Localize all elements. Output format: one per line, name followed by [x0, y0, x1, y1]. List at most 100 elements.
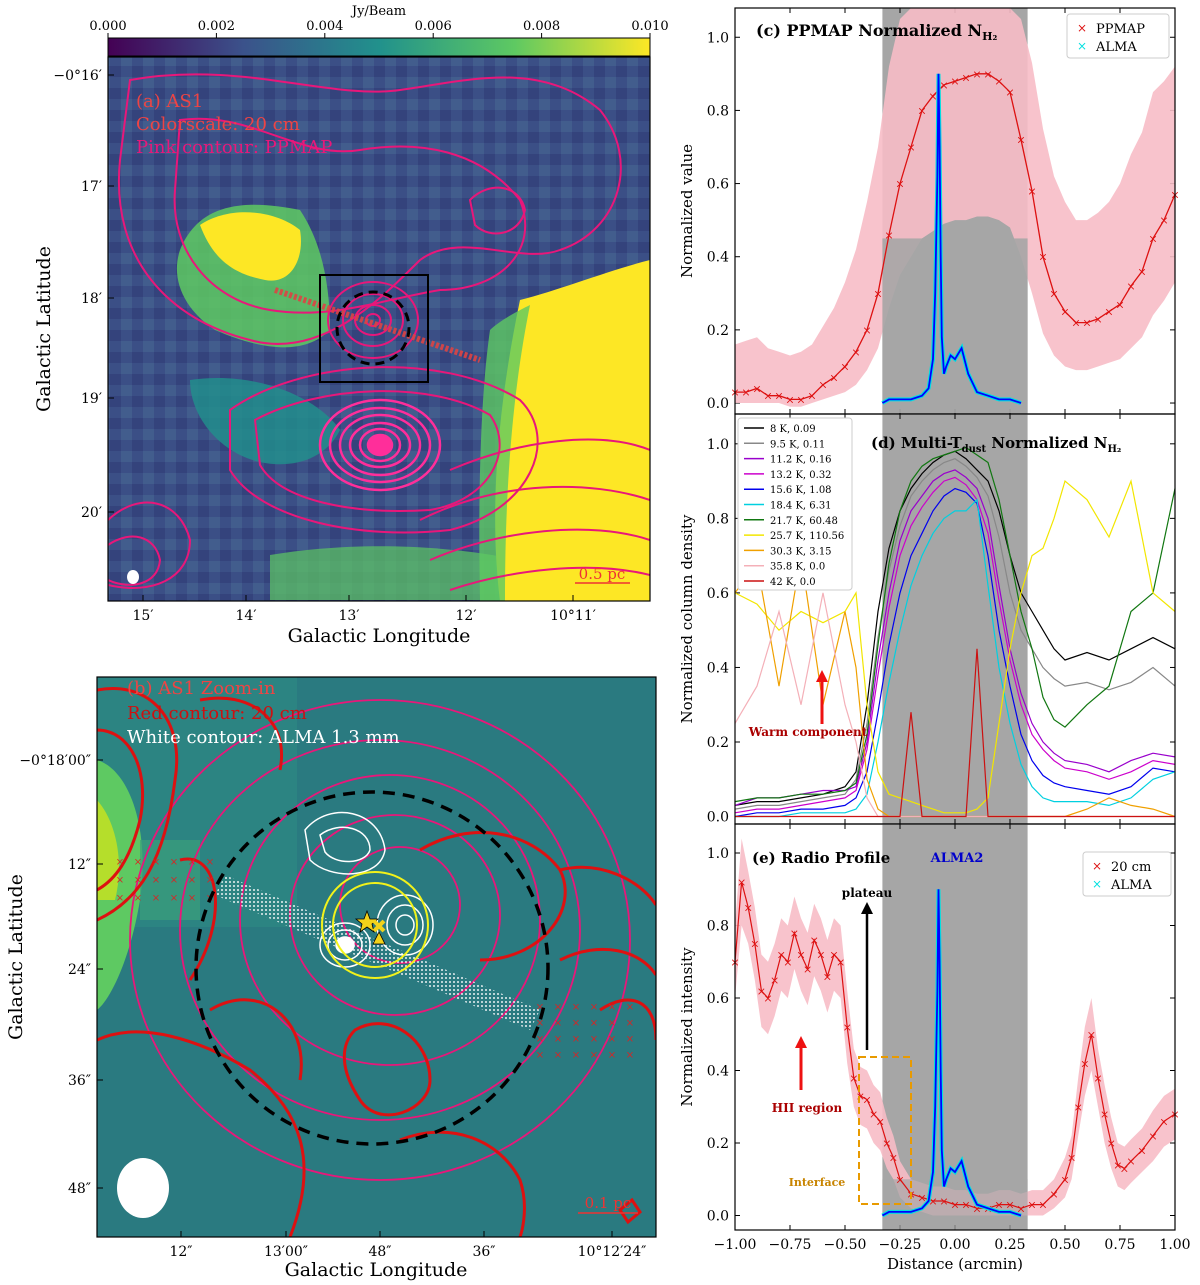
alma-line	[881, 73, 1022, 404]
panel-b-title: (b) AS1 Zoom-in	[127, 678, 276, 699]
chart-d-title: (d) Multi-Tdust Normalized NH₂	[871, 434, 1121, 455]
panel-b-radio-marker: ×	[626, 1002, 634, 1013]
radio-point: ×	[816, 949, 825, 962]
ppmap-point: ×	[1093, 313, 1102, 326]
ppmap-uncertainty-band	[735, 8, 1175, 407]
ytick-label: 0.0	[707, 1209, 729, 1225]
panel-b-radio-marker: ×	[152, 857, 160, 868]
radio-point: ×	[1093, 1072, 1102, 1085]
legend-label-alma: ALMA	[1110, 878, 1152, 893]
colorbar-tick-label: 0.000	[89, 19, 126, 34]
panel-b-scalebar: 0.1 pc	[585, 1194, 632, 1212]
panel-b-ytick-label: 48″	[68, 1181, 91, 1197]
panel-a-xtick-label: 13′	[339, 608, 360, 624]
legend-label: 9.5 K, 0.11	[770, 439, 825, 450]
panel-a-xlabel: Galactic Longitude	[288, 625, 471, 647]
ppmap-point: ×	[1038, 251, 1047, 264]
radio-point: ×	[803, 963, 812, 976]
star-icon	[354, 909, 380, 933]
legend-marker-radio: ×	[1092, 859, 1102, 873]
alma-line	[881, 889, 1022, 1217]
panel-b-radio-marker: ×	[206, 875, 214, 886]
ppmap-point: ×	[1137, 265, 1146, 278]
hii-arrowhead	[795, 1036, 807, 1048]
radio-point: ×	[939, 1195, 948, 1208]
radio-point: ×	[770, 974, 779, 987]
radio-point: ×	[1005, 1199, 1014, 1212]
colorbar-tick-label: 0.010	[631, 19, 668, 34]
radio-point: ×	[1148, 1130, 1157, 1143]
panel-b-radio-marker: ×	[116, 857, 124, 868]
radio-point: ×	[843, 1021, 852, 1034]
panel-b-xtick-label: 12″	[169, 1244, 192, 1260]
ppmap-point: ×	[873, 287, 882, 300]
panel-b-radio-marker: ×	[554, 1034, 562, 1045]
panel-b-radio-marker: ×	[590, 1050, 598, 1061]
radio-point: ×	[950, 1199, 959, 1212]
panel-a-title: (a) AS1	[136, 91, 203, 112]
colorbar-ticks: 0.000 0.002 0.004 0.006 0.008 0.010	[89, 19, 669, 38]
panel-b-radio-marker: ×	[206, 857, 214, 868]
ppmap-point: ×	[972, 68, 981, 81]
radio-point: ×	[889, 1152, 898, 1165]
ppmap-point: ×	[939, 79, 948, 92]
panel-b-xtick-label: 10°12′24″	[578, 1244, 647, 1260]
panel-b-radio-marker: ×	[572, 1050, 580, 1061]
ppmap-point: ×	[994, 75, 1003, 88]
radio-point: ×	[1107, 1137, 1116, 1150]
ppmap-point: ×	[829, 371, 838, 384]
ytick-label: 0.4	[707, 250, 729, 266]
radio-point: ×	[790, 927, 799, 940]
radio-point: ×	[895, 1173, 904, 1186]
panel-b-ytick-label: 24″	[68, 962, 91, 978]
panel-b-radio-marker: ×	[608, 1018, 616, 1029]
radio-point: ×	[750, 938, 759, 951]
interface-label: Interface	[789, 1176, 846, 1189]
panel-a-cut-line	[274, 287, 481, 363]
ppmap-point: ×	[1016, 134, 1025, 147]
ytick-label: 0.8	[707, 511, 729, 527]
radio-point: ×	[1100, 1108, 1109, 1121]
panel-a-xtick-label: 10°11′	[550, 608, 596, 624]
hii-region-label: HII region	[772, 1101, 843, 1115]
panel-a-beam	[127, 570, 139, 584]
legend-label-radio: 20 cm	[1111, 860, 1151, 875]
alma2-label: ALMA2	[930, 851, 984, 866]
ytick-label: 1.0	[707, 437, 729, 453]
series-line-42K	[735, 648, 1175, 818]
chart-e: 0.0 0.2 0.4 0.6 0.8 1.0 −1.00 −0.75 −0.50 −0.25 0.…	[678, 823, 1191, 1273]
xtick-label: −0.25	[879, 1237, 922, 1253]
ppmap-point: ×	[1148, 232, 1157, 245]
radio-point: ×	[1080, 1057, 1089, 1070]
ytick-label: 0.4	[707, 660, 729, 676]
ppmap-point: ×	[1005, 86, 1014, 99]
ppmap-point: ×	[785, 393, 794, 406]
panel-b-radio-marker: ×	[536, 1034, 544, 1045]
panel-b-radio-marker: ×	[188, 857, 196, 868]
panel-b-cut-band	[215, 875, 540, 1030]
legend-label: 35.8 K, 0.0	[770, 562, 825, 573]
panel-b-radio-marker: ×	[134, 875, 142, 886]
chart-c-title-subscript: H₂	[982, 30, 997, 43]
colorbar-tick-label: 0.008	[523, 19, 560, 34]
panel-a-frame	[107, 56, 651, 602]
panel-b-xlabel: Galactic Longitude	[285, 1259, 468, 1281]
panel-b-xtick-label: 36″	[472, 1244, 495, 1260]
colorbar-tick-label: 0.006	[415, 19, 452, 34]
ppmap-point: ×	[917, 104, 926, 117]
panel-a-ytick-label: −0°16′	[53, 68, 102, 84]
legend-label: 8 K, 0.09	[770, 424, 816, 435]
warm-component-arrowhead	[816, 670, 828, 682]
panel-a-ytick-label: 20′	[81, 505, 102, 521]
panel-b-yellow-circle-inner	[332, 882, 418, 968]
warm-component-label: Warm component	[748, 725, 868, 739]
chart-d-legend	[737, 417, 853, 591]
radio-point: ×	[1049, 1188, 1058, 1201]
legend-label: 13.2 K, 0.32	[770, 470, 832, 481]
radio-point: ×	[1120, 1162, 1129, 1175]
ylabel: Normalized column density	[678, 514, 696, 723]
ppmap-point: ×	[763, 390, 772, 403]
radio-point: ×	[994, 1199, 1003, 1212]
radio-point: ×	[777, 949, 786, 962]
